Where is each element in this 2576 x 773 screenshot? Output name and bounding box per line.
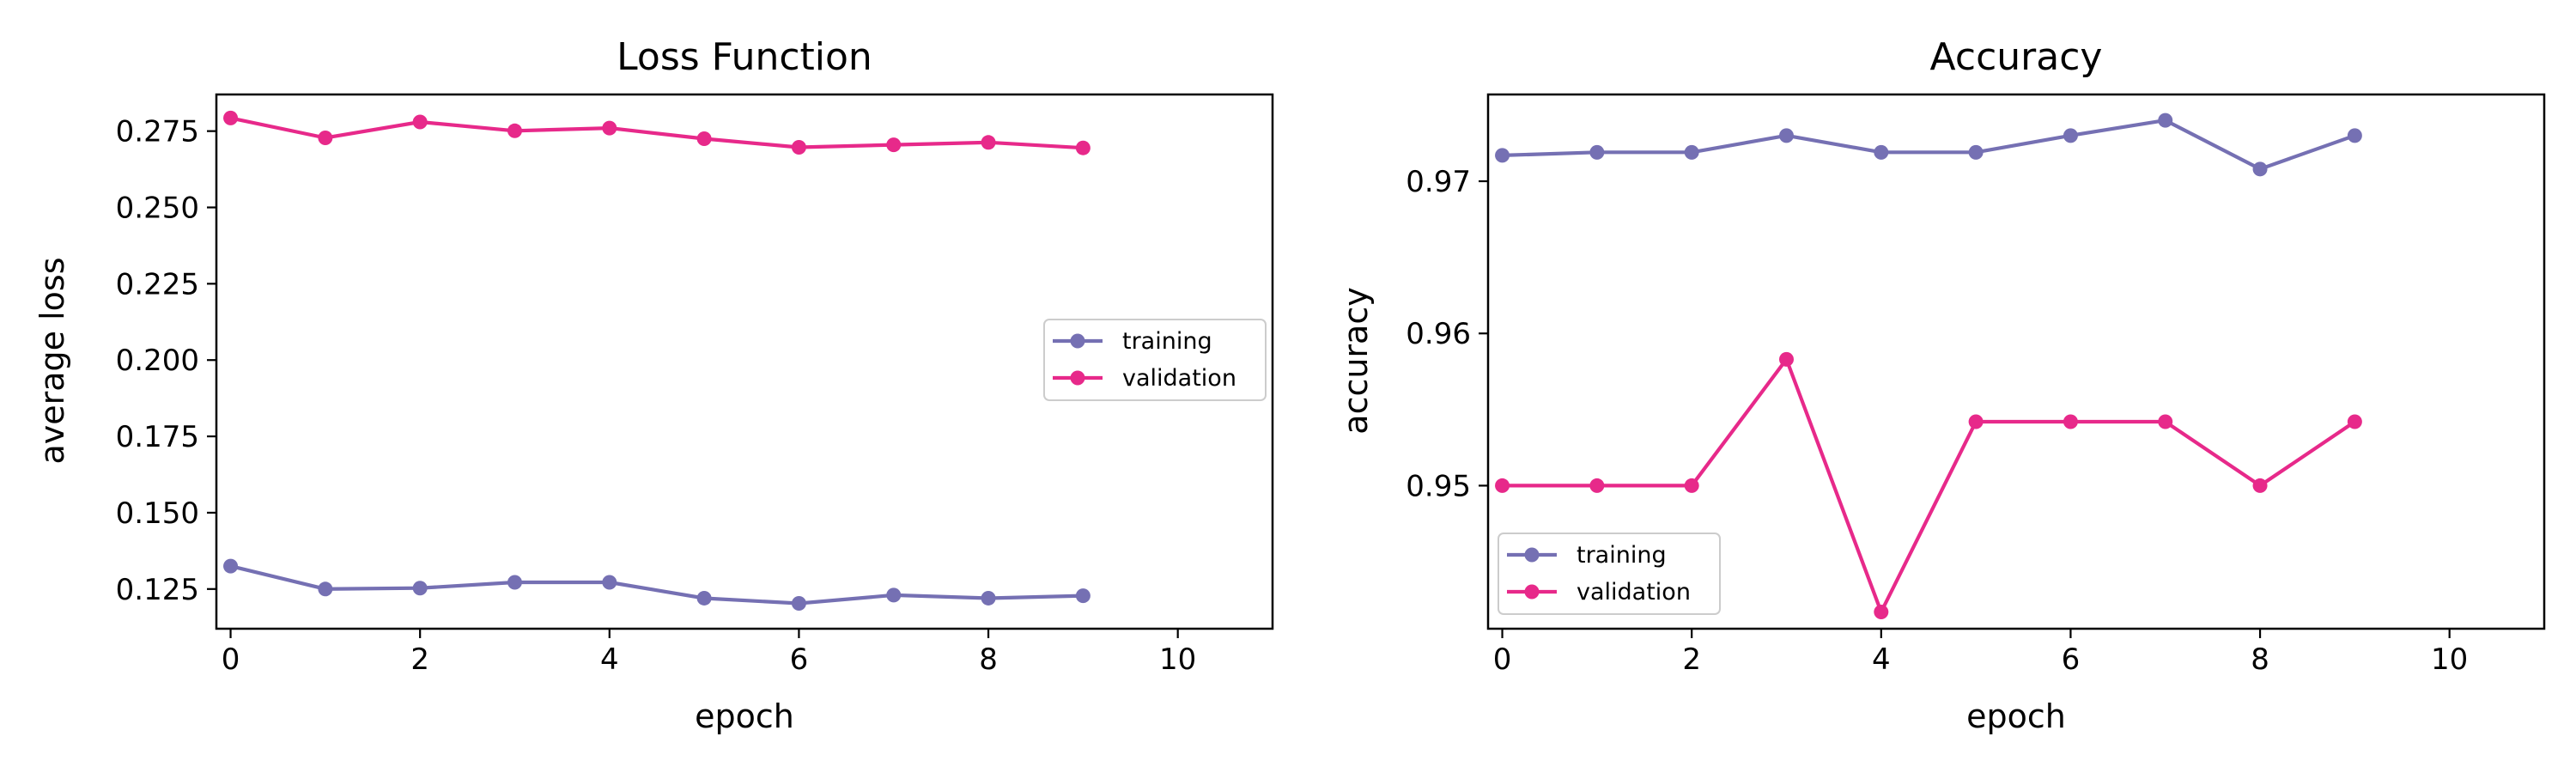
x-axis-label: epoch [695, 697, 794, 735]
data-point-validation [1968, 414, 1984, 429]
data-point-training [2347, 128, 2362, 143]
y-tick-label: 0.175 [116, 420, 199, 454]
data-point-training [1589, 144, 1605, 160]
data-point-training [981, 590, 996, 606]
data-point-validation [318, 130, 333, 145]
data-point-training [1874, 144, 1889, 160]
data-point-training [1778, 128, 1794, 143]
plot-frame [1486, 93, 2546, 630]
series-line-training [1502, 119, 2356, 171]
series-lines [223, 110, 1091, 611]
x-tick-label: 6 [790, 642, 809, 677]
legend-marker-validation [1070, 370, 1085, 386]
y-axis-label: average loss [33, 257, 71, 464]
data-point-validation [507, 123, 522, 138]
data-point-training [507, 575, 522, 590]
data-point-validation [412, 114, 428, 130]
data-point-validation [1684, 478, 1699, 493]
legend-marker-training [1524, 547, 1540, 563]
data-point-validation [2158, 414, 2173, 429]
chart-title: Accuracy [1930, 35, 2103, 79]
y-tick-label: 0.97 [1406, 165, 1471, 199]
y-tick-label: 0.250 [116, 192, 199, 226]
x-tick-label: 4 [600, 642, 619, 677]
data-point-training [602, 575, 617, 590]
x-tick-label: 0 [1493, 642, 1512, 677]
data-point-training [1684, 144, 1699, 160]
data-point-training [2252, 161, 2268, 177]
y-axis-label: accuracy [1337, 287, 1375, 434]
legend-marker-training [1070, 333, 1085, 349]
axis-ticks: 0 2 4 6 8 10 0.125 0.150 0.175 0.200 0.225 0.250 0.2… [116, 115, 1197, 677]
x-tick-label: 0 [222, 642, 240, 677]
legend-label-training: training [1122, 328, 1212, 355]
accuracy-chart: Accuracy epoch accuracy 0 2 4 6 8 100.950.960… [1337, 35, 2546, 735]
plot-frame [215, 93, 1274, 630]
legend-marker-validation [1524, 584, 1540, 600]
series-line-training [230, 564, 1084, 606]
x-tick-label: 4 [1872, 642, 1891, 677]
legend-label-training: training [1577, 542, 1667, 569]
legend-label-validation: validation [1122, 365, 1236, 392]
data-point-training [1075, 588, 1091, 604]
data-point-training [2158, 113, 2173, 128]
series-line-validation [230, 116, 1084, 150]
data-point-validation [1589, 478, 1605, 493]
data-point-training [223, 558, 239, 574]
x-tick-label: 8 [979, 642, 998, 677]
loss-chart: Loss Function epoch average loss 0 2 4 6 8 10… [33, 35, 1274, 735]
data-point-validation [223, 110, 239, 125]
x-tick-label: 10 [2431, 642, 2468, 677]
data-point-validation [981, 135, 996, 150]
data-point-validation [2063, 414, 2078, 429]
data-point-validation [2252, 478, 2268, 493]
data-point-validation [886, 137, 902, 153]
data-point-training [2063, 128, 2078, 143]
data-point-validation [696, 131, 712, 147]
y-tick-label: 0.150 [116, 496, 199, 531]
legend: training validation [1043, 319, 1267, 401]
y-tick-label: 0.200 [116, 344, 199, 378]
data-point-validation [602, 120, 617, 136]
data-point-validation [2347, 414, 2362, 429]
y-tick-label: 0.95 [1406, 469, 1471, 503]
data-point-training [412, 581, 428, 596]
legend: training validation [1498, 533, 1721, 615]
data-point-training [791, 595, 806, 611]
y-tick-label: 0.275 [116, 115, 199, 149]
x-axis-label: epoch [1966, 697, 2066, 735]
data-point-validation [791, 139, 806, 155]
legend-label-validation: validation [1577, 579, 1691, 606]
data-point-training [886, 587, 902, 603]
y-tick-label: 0.225 [116, 267, 199, 301]
data-point-training [1968, 144, 1984, 160]
x-tick-label: 10 [1159, 642, 1196, 677]
axis-ticks: 0 2 4 6 8 10 0.95 0.96 0.97 [1406, 165, 2468, 677]
x-tick-label: 8 [2251, 642, 2269, 677]
data-point-training [696, 590, 712, 606]
data-point-validation [1874, 605, 1889, 620]
chart-title: Loss Function [617, 35, 872, 79]
x-tick-label: 6 [2062, 642, 2081, 677]
data-point-training [318, 581, 333, 597]
x-tick-label: 2 [1682, 642, 1701, 677]
x-tick-label: 2 [410, 642, 429, 677]
y-tick-label: 0.125 [116, 573, 199, 607]
series-line-validation [1502, 357, 2356, 614]
data-point-training [1495, 148, 1510, 163]
series-lines [1495, 113, 2362, 620]
data-point-validation [1075, 140, 1091, 155]
data-point-validation [1495, 478, 1510, 493]
data-point-validation [1778, 351, 1794, 367]
y-tick-label: 0.96 [1406, 317, 1471, 351]
